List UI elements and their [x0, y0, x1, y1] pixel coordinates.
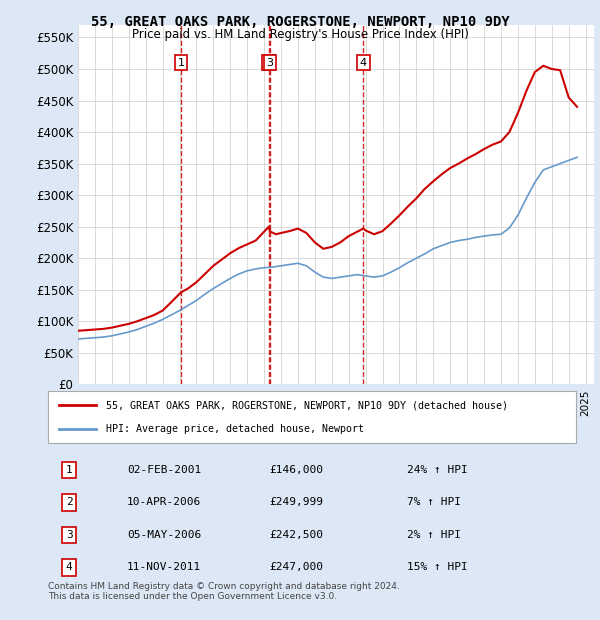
- Text: 3: 3: [266, 58, 274, 68]
- Text: £242,500: £242,500: [270, 530, 324, 540]
- Text: 7% ↑ HPI: 7% ↑ HPI: [407, 497, 461, 507]
- Text: £247,000: £247,000: [270, 562, 324, 572]
- Text: 11-NOV-2011: 11-NOV-2011: [127, 562, 202, 572]
- Text: 1: 1: [178, 58, 185, 68]
- Text: 55, GREAT OAKS PARK, ROGERSTONE, NEWPORT, NP10 9DY: 55, GREAT OAKS PARK, ROGERSTONE, NEWPORT…: [91, 16, 509, 30]
- Text: £146,000: £146,000: [270, 465, 324, 475]
- Text: Contains HM Land Registry data © Crown copyright and database right 2024.
This d: Contains HM Land Registry data © Crown c…: [48, 582, 400, 601]
- Text: 4: 4: [359, 58, 367, 68]
- Text: 4: 4: [66, 562, 73, 572]
- Text: 15% ↑ HPI: 15% ↑ HPI: [407, 562, 468, 572]
- Text: Price paid vs. HM Land Registry's House Price Index (HPI): Price paid vs. HM Land Registry's House …: [131, 28, 469, 41]
- Text: 24% ↑ HPI: 24% ↑ HPI: [407, 465, 468, 475]
- Text: 55, GREAT OAKS PARK, ROGERSTONE, NEWPORT, NP10 9DY (detached house): 55, GREAT OAKS PARK, ROGERSTONE, NEWPORT…: [106, 401, 508, 410]
- Text: 02-FEB-2001: 02-FEB-2001: [127, 465, 202, 475]
- Text: HPI: Average price, detached house, Newport: HPI: Average price, detached house, Newp…: [106, 423, 364, 433]
- Text: £249,999: £249,999: [270, 497, 324, 507]
- Text: 2: 2: [66, 497, 73, 507]
- Text: 3: 3: [66, 530, 73, 540]
- Text: 05-MAY-2006: 05-MAY-2006: [127, 530, 202, 540]
- Text: 1: 1: [66, 465, 73, 475]
- Text: 2% ↑ HPI: 2% ↑ HPI: [407, 530, 461, 540]
- Text: 10-APR-2006: 10-APR-2006: [127, 497, 202, 507]
- Text: 2: 2: [265, 58, 272, 68]
